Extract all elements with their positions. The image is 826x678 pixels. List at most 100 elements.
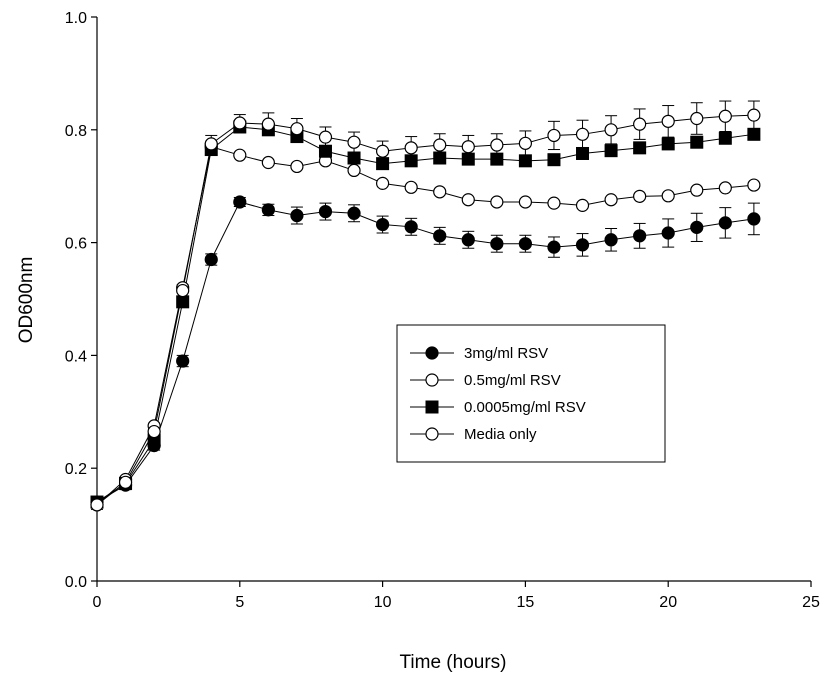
data-point — [261, 203, 275, 217]
data-point — [376, 217, 390, 232]
x-tick-label: 15 — [517, 594, 535, 611]
data-point — [176, 354, 190, 368]
data-point — [347, 151, 361, 165]
data-point — [575, 127, 590, 141]
data-point — [547, 153, 561, 167]
y-axis-title: OD600nm — [16, 257, 37, 344]
data-point — [176, 283, 190, 298]
data-point — [718, 131, 732, 145]
data-point — [347, 206, 361, 220]
data-point — [433, 185, 447, 199]
data-point — [290, 122, 304, 136]
data-point — [376, 157, 390, 171]
data-point — [633, 189, 647, 203]
data-point — [661, 114, 675, 128]
data-point — [461, 233, 475, 247]
data-point — [204, 137, 218, 151]
data-point — [233, 148, 247, 162]
data-point — [404, 141, 418, 155]
data-point — [690, 135, 704, 149]
data-point — [290, 208, 304, 223]
data-point — [347, 135, 361, 149]
y-tick-label: 0.8 — [65, 123, 87, 140]
data-point — [404, 154, 418, 168]
data-point — [490, 152, 504, 166]
data-point — [633, 117, 647, 131]
data-point — [633, 141, 647, 155]
legend: 3mg/ml RSV 0.5mg/ml RSV 0.0005mg/ml RSV Med… — [396, 324, 666, 463]
data-point — [661, 137, 675, 151]
data-point — [718, 181, 732, 195]
data-point — [376, 176, 390, 190]
data-point — [490, 138, 504, 152]
data-point — [633, 229, 647, 243]
legend-marker — [425, 400, 439, 414]
data-point — [576, 146, 590, 160]
x-tick-label: 5 — [235, 594, 244, 611]
y-tick-label: 0.2 — [65, 461, 87, 478]
data-point — [547, 240, 561, 254]
data-point — [204, 252, 218, 267]
data-point — [433, 151, 447, 165]
data-point — [404, 180, 418, 194]
legend-marker — [425, 427, 439, 441]
data-point — [604, 233, 618, 247]
data-point — [747, 108, 761, 122]
data-point — [318, 204, 333, 219]
legend-label: 3mg/ml RSV — [464, 345, 548, 362]
data-point — [518, 154, 532, 168]
data-point — [433, 229, 447, 243]
data-point — [547, 128, 561, 143]
data-point — [690, 220, 704, 234]
plot-area: 0 5 10 15 20 25 0.0 0.2 0.4 0.6 0.8 1.0 — [65, 10, 820, 611]
legend-label: Media only — [464, 426, 537, 443]
legend-marker — [425, 346, 439, 360]
data-point — [147, 424, 161, 439]
data-point — [547, 196, 561, 210]
data-point — [461, 140, 475, 154]
data-point — [90, 498, 104, 512]
data-point — [690, 111, 704, 126]
data-point — [718, 216, 732, 230]
data-point — [490, 237, 504, 251]
y-tick-label: 1.0 — [65, 10, 87, 27]
data-point — [490, 195, 504, 209]
data-point — [747, 178, 761, 192]
legend-label: 0.0005mg/ml RSV — [464, 399, 586, 416]
data-point — [661, 226, 675, 240]
data-point — [604, 144, 618, 158]
data-point — [261, 117, 275, 131]
data-point — [518, 136, 533, 150]
data-point — [575, 238, 590, 252]
x-tick-label: 10 — [374, 594, 392, 611]
x-tick-label: 25 — [802, 594, 820, 611]
data-point — [261, 155, 275, 170]
y-tick-label: 0.0 — [65, 574, 87, 591]
data-point — [747, 127, 761, 141]
legend-box — [396, 324, 666, 463]
data-point — [290, 159, 304, 174]
data-point — [461, 193, 475, 207]
x-tick-label: 20 — [659, 594, 677, 611]
data-point — [318, 130, 333, 144]
legend-label: 0.5mg/ml RSV — [464, 372, 561, 389]
y-tick-label: 0.6 — [65, 236, 87, 253]
data-point — [118, 475, 133, 489]
data-point — [176, 295, 190, 309]
data-point — [661, 189, 675, 203]
data-point — [461, 152, 475, 166]
data-point — [404, 220, 418, 234]
data-point — [690, 183, 704, 197]
data-point — [376, 144, 390, 158]
x-axis-title: Time (hours) — [400, 652, 507, 673]
data-point — [747, 212, 761, 226]
data-point — [604, 123, 618, 137]
x-tick-label: 0 — [93, 594, 102, 611]
data-point — [604, 193, 618, 207]
data-point — [233, 116, 247, 130]
data-point — [518, 195, 533, 209]
data-point — [347, 163, 361, 178]
data-point — [518, 237, 533, 251]
